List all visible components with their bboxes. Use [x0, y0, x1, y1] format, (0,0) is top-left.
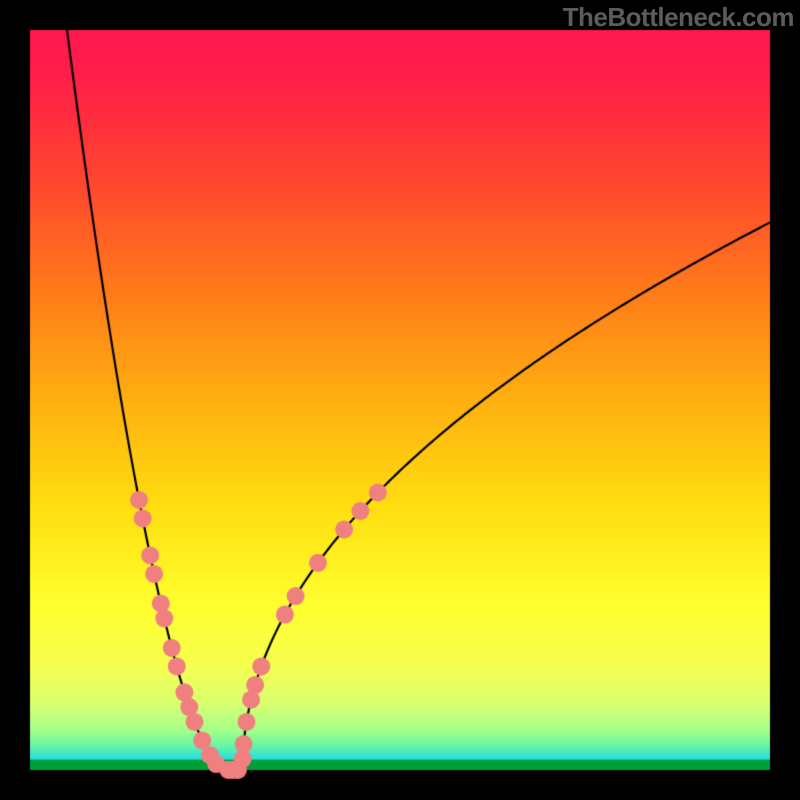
bottleneck-curve-chart — [0, 0, 800, 800]
